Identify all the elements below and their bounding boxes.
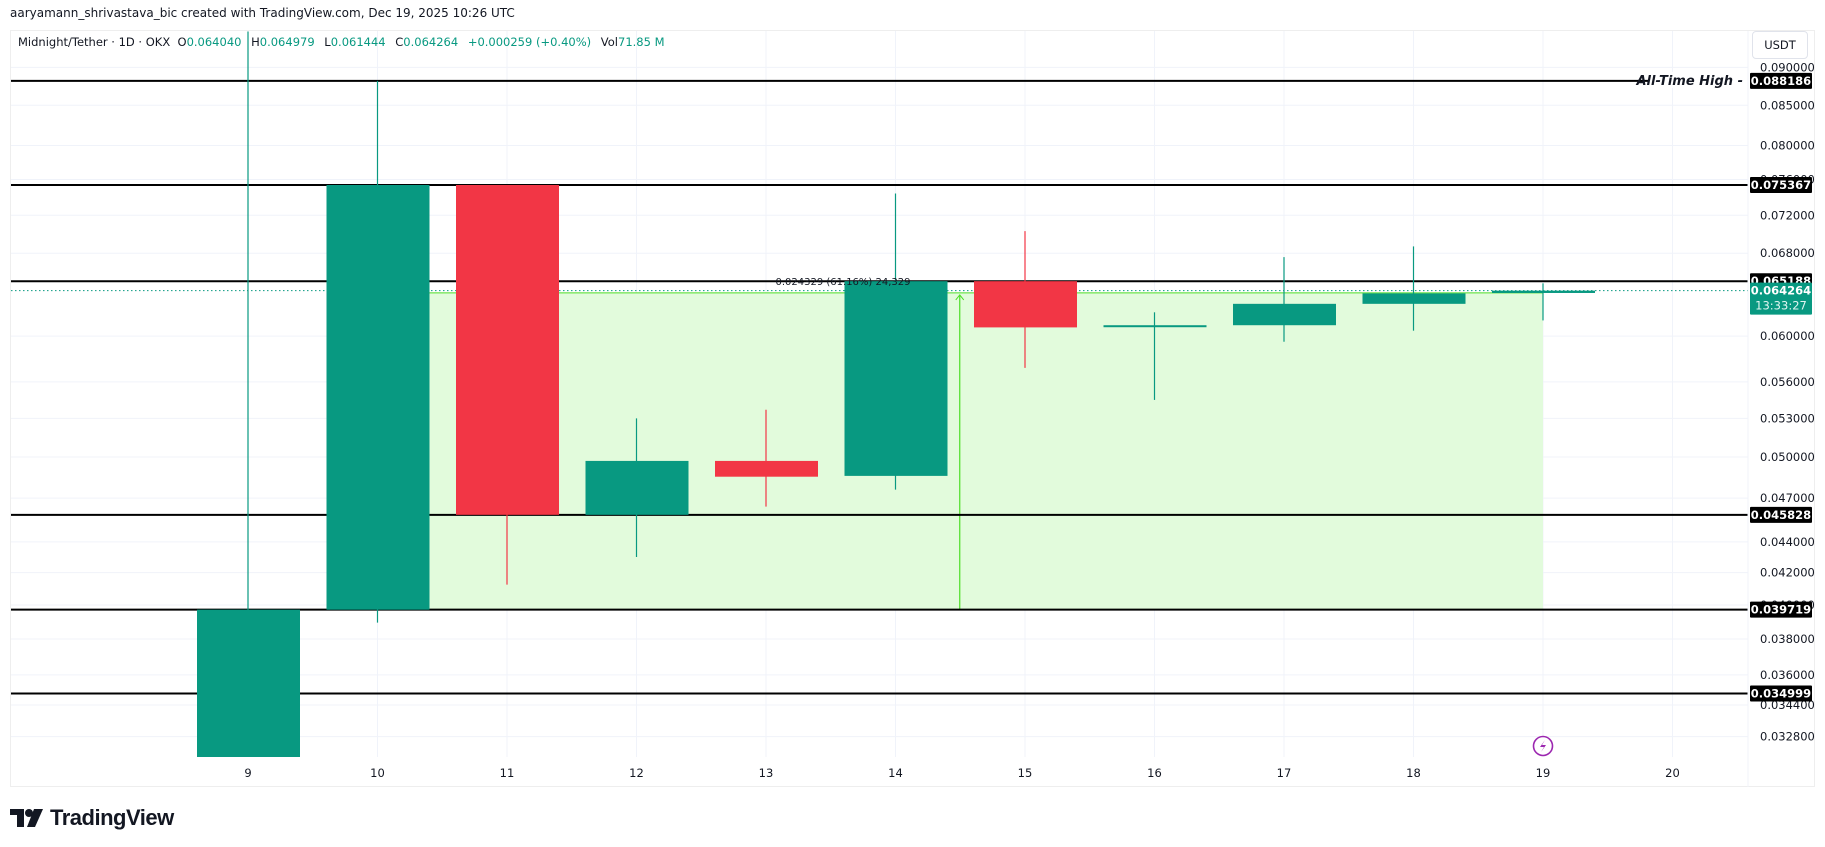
date-tick: 16 bbox=[1147, 766, 1162, 780]
brand-name: TradingView bbox=[50, 805, 174, 830]
candle-14[interactable] bbox=[844, 193, 948, 490]
date-tick: 9 bbox=[244, 766, 251, 780]
date-tick: 13 bbox=[759, 766, 774, 780]
price-tick: 0.036000 bbox=[1760, 668, 1815, 682]
level-badge: 0.075367 bbox=[1751, 178, 1811, 192]
lightning-event-icon[interactable] bbox=[1532, 735, 1554, 757]
close-value: 0.064264 bbox=[403, 35, 459, 49]
open-value: 0.064040 bbox=[186, 35, 242, 49]
candle-12[interactable] bbox=[585, 418, 689, 558]
measure-label: 0.024329 (61.16%) 24,329 bbox=[776, 277, 911, 288]
date-tick: 19 bbox=[1536, 766, 1551, 780]
change-value: +0.000259 (+0.40%) bbox=[467, 35, 592, 49]
candle-11[interactable] bbox=[456, 185, 559, 585]
candle-16[interactable] bbox=[1103, 312, 1207, 400]
candle-9[interactable] bbox=[197, 31, 300, 777]
level-badge: 0.045828 bbox=[1751, 508, 1811, 522]
date-tick: 17 bbox=[1277, 766, 1292, 780]
price-tick: 0.032800 bbox=[1760, 730, 1815, 744]
chart-credit: aaryamann_shrivastava_bic created with T… bbox=[10, 6, 515, 20]
date-tick: 12 bbox=[629, 766, 644, 780]
ath-label: All-Time High - bbox=[1636, 74, 1744, 89]
price-tick: 0.038000 bbox=[1760, 632, 1815, 646]
svg-text:0.064264: 0.064264 bbox=[1751, 284, 1811, 298]
price-tick: 0.080000 bbox=[1760, 138, 1815, 152]
volume-value: 71.85 M bbox=[618, 35, 665, 49]
tradingview-logo[interactable]: TradingView bbox=[10, 805, 174, 831]
candle-15[interactable] bbox=[974, 231, 1077, 368]
candle-19[interactable] bbox=[1492, 283, 1595, 321]
current-price-badge bbox=[1750, 282, 1812, 315]
candle-17[interactable] bbox=[1233, 257, 1336, 342]
price-tick: 0.050000 bbox=[1760, 450, 1815, 464]
price-tick: 0.090000 bbox=[1760, 60, 1815, 74]
candle-13[interactable] bbox=[715, 409, 818, 507]
currency-button[interactable]: USDT bbox=[1752, 31, 1808, 59]
price-tick: 0.068000 bbox=[1760, 246, 1815, 260]
price-tick: 0.047000 bbox=[1760, 491, 1815, 505]
candle-18[interactable] bbox=[1362, 246, 1466, 331]
symbol-legend: Midnight/Tether · 1D · OKX O0.064040 H0.… bbox=[18, 35, 665, 49]
price-tick: 0.085000 bbox=[1760, 98, 1815, 112]
date-tick: 10 bbox=[370, 766, 385, 780]
date-tick: 18 bbox=[1406, 766, 1421, 780]
price-tick: 0.053000 bbox=[1760, 411, 1815, 425]
price-tick: 0.060000 bbox=[1760, 329, 1815, 343]
tradingview-logo-icon bbox=[10, 809, 43, 827]
low-value: 0.061444 bbox=[330, 35, 386, 49]
price-tick: 0.044000 bbox=[1760, 535, 1815, 549]
chart-frame bbox=[10, 30, 1815, 787]
date-tick: 20 bbox=[1665, 766, 1680, 780]
countdown: 13:33:27 bbox=[1755, 299, 1807, 313]
level-badge: 0.039719 bbox=[1751, 603, 1811, 617]
price-tick: 0.056000 bbox=[1760, 375, 1815, 389]
date-tick: 14 bbox=[888, 766, 903, 780]
date-tick: 15 bbox=[1018, 766, 1033, 780]
high-value: 0.064979 bbox=[259, 35, 315, 49]
date-tick: 11 bbox=[500, 766, 515, 780]
symbol-name[interactable]: Midnight/Tether · 1D · OKX bbox=[18, 35, 171, 49]
level-badge: 0.034999 bbox=[1751, 687, 1811, 701]
price-tick: 0.042000 bbox=[1760, 566, 1815, 580]
level-badge: 0.088186 bbox=[1751, 74, 1811, 88]
price-tick: 0.072000 bbox=[1760, 208, 1815, 222]
candle-10[interactable] bbox=[326, 80, 430, 623]
